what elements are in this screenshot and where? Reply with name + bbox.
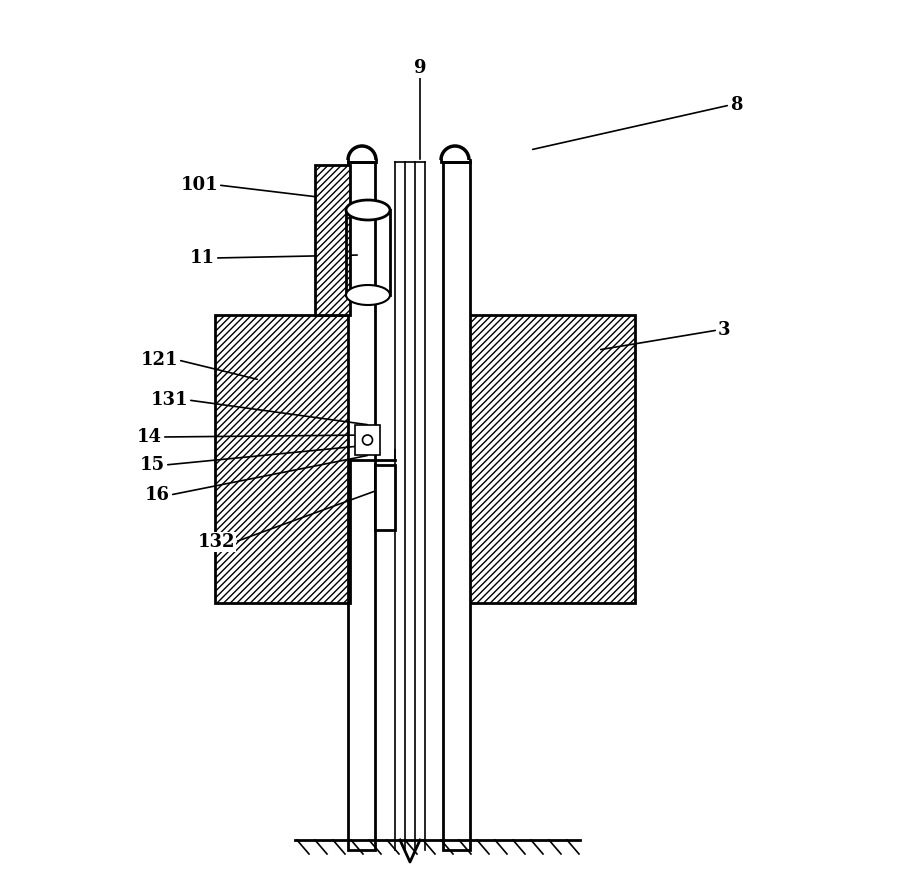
Text: 132: 132 xyxy=(197,533,235,551)
Text: 131: 131 xyxy=(150,391,188,409)
Ellipse shape xyxy=(346,285,389,305)
Bar xyxy=(348,162,375,850)
Bar xyxy=(375,465,395,530)
Bar xyxy=(215,315,349,603)
Text: 8: 8 xyxy=(730,96,741,114)
Text: 15: 15 xyxy=(140,456,165,474)
Bar xyxy=(468,315,634,603)
Text: 11: 11 xyxy=(190,249,215,267)
Text: 121: 121 xyxy=(140,351,178,369)
Bar xyxy=(442,162,470,850)
Text: 16: 16 xyxy=(144,486,170,504)
Circle shape xyxy=(362,435,372,445)
Text: 14: 14 xyxy=(137,428,162,446)
Ellipse shape xyxy=(346,200,389,220)
Bar xyxy=(355,425,379,455)
Text: 9: 9 xyxy=(414,59,426,77)
Text: 3: 3 xyxy=(717,321,730,339)
Text: 101: 101 xyxy=(181,176,218,194)
Bar xyxy=(314,165,349,315)
